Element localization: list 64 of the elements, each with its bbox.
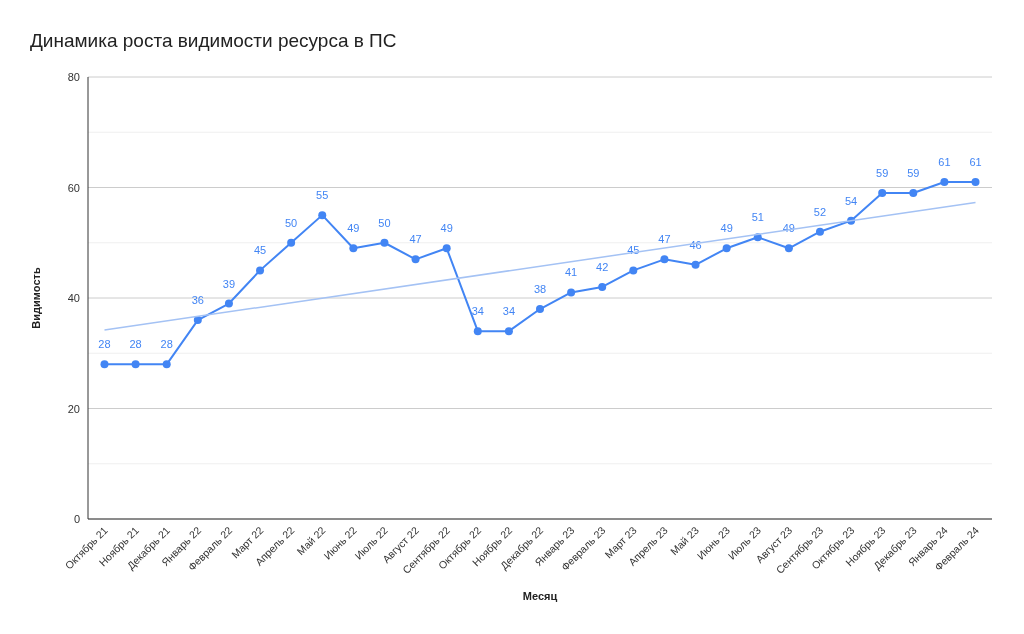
data-label: 50 xyxy=(378,216,391,229)
data-label: 45 xyxy=(253,244,267,257)
data-label: 49 xyxy=(347,222,360,235)
data-label: 51 xyxy=(751,211,764,224)
point xyxy=(411,255,420,264)
point xyxy=(660,255,669,264)
y-tick-label: 0 xyxy=(73,513,80,525)
point xyxy=(256,266,265,275)
data-label: 45 xyxy=(627,244,640,257)
point xyxy=(536,305,544,314)
point xyxy=(193,316,202,325)
point xyxy=(100,360,109,369)
point xyxy=(940,177,949,186)
data-label: 59 xyxy=(907,167,920,180)
point xyxy=(629,266,638,275)
point xyxy=(691,260,700,269)
point xyxy=(971,177,980,186)
data-label: 41 xyxy=(564,266,578,279)
data-label: 34 xyxy=(471,305,484,318)
point xyxy=(598,282,607,291)
x-axis-title: Месяц xyxy=(522,590,558,602)
data-label: 52 xyxy=(813,205,827,218)
y-tick-label: 20 xyxy=(67,402,80,415)
point xyxy=(380,238,389,247)
data-label: 28 xyxy=(160,338,173,351)
data-label: 49 xyxy=(782,222,795,235)
data-label: 54 xyxy=(844,194,858,207)
point xyxy=(162,360,171,369)
point xyxy=(442,244,451,253)
y-tick-label: 60 xyxy=(67,181,80,194)
data-label: 28 xyxy=(129,338,142,351)
data-label: 39 xyxy=(222,277,236,290)
point xyxy=(567,288,576,297)
point xyxy=(815,227,824,236)
data-label: 59 xyxy=(876,167,889,180)
data-label: 38 xyxy=(533,283,547,296)
point xyxy=(349,244,358,253)
data-label: 28 xyxy=(98,338,111,351)
data-label: 46 xyxy=(689,238,702,251)
point xyxy=(878,189,887,198)
point xyxy=(287,238,296,247)
point xyxy=(473,327,482,336)
data-label: 49 xyxy=(720,222,733,235)
point xyxy=(784,244,793,253)
data-label: 42 xyxy=(596,260,609,273)
point xyxy=(224,299,233,308)
point xyxy=(909,189,918,198)
data-label: 61 xyxy=(969,155,982,168)
data-label: 50 xyxy=(285,216,298,229)
data-label: 36 xyxy=(191,294,204,307)
data-label: 47 xyxy=(409,233,422,246)
point xyxy=(722,244,731,253)
point xyxy=(504,327,513,336)
data-label: 47 xyxy=(658,233,671,246)
data-label: 49 xyxy=(440,222,453,235)
y-axis-title: Видимость xyxy=(30,267,42,329)
point xyxy=(318,211,327,220)
data-label: 61 xyxy=(938,155,951,168)
y-tick-label: 80 xyxy=(67,71,80,83)
point xyxy=(131,360,140,369)
chart-title: Динамика роста видимости ресурса в ПС xyxy=(30,30,397,51)
data-label: 34 xyxy=(502,305,516,318)
y-tick-label: 40 xyxy=(67,292,80,304)
data-label: 55 xyxy=(316,189,329,202)
